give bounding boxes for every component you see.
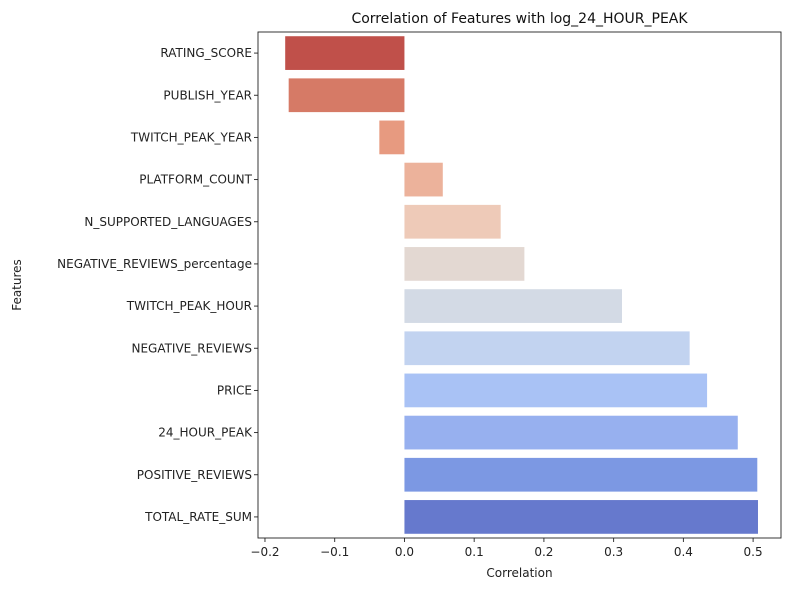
- y-tick-label: PUBLISH_YEAR: [163, 88, 252, 102]
- bar-twitch-peak-hour: [404, 289, 623, 323]
- y-tick-label: TWITCH_PEAK_HOUR: [126, 299, 252, 313]
- y-tick-label: TOTAL_RATE_SUM: [144, 510, 252, 524]
- plot-area-frame: [257, 31, 782, 539]
- y-tick-label: NEGATIVE_REVIEWS_percentage: [57, 257, 252, 271]
- x-tick-label: 0.3: [604, 545, 623, 559]
- bar-negative-reviews: [404, 331, 690, 366]
- x-tick-label: 0.5: [744, 545, 763, 559]
- y-tick-label: 24_HOUR_PEAK: [158, 426, 253, 440]
- y-tick-label: N_SUPPORTED_LANGUAGES: [84, 215, 252, 229]
- x-tick-label: 0.4: [674, 545, 693, 559]
- y-axis-title: Features: [10, 259, 24, 311]
- y-tick-labels: RATING_SCORE PUBLISH_YEAR TWITCH_PEAK_YEAR…: [57, 46, 258, 524]
- x-tick-label: −0.1: [320, 545, 349, 559]
- x-tick-label: −0.2: [250, 545, 279, 559]
- x-tick-label: 0.1: [465, 545, 484, 559]
- chart-title: Correlation of Features with log_24_HOUR…: [351, 11, 688, 27]
- x-ticks: −0.2 −0.1 0.0 0.1 0.2 0.3 0.4 0.5: [250, 538, 763, 559]
- y-tick-label: TWITCH_PEAK_YEAR: [130, 130, 252, 144]
- bar-negative-reviews-percentage: [404, 247, 525, 281]
- bar-rating-score: [285, 36, 405, 70]
- bar-total-rate-sum: [404, 500, 758, 534]
- x-tick-label: 0.2: [534, 545, 553, 559]
- y-tick-label: RATING_SCORE: [160, 46, 252, 60]
- x-axis-title: Correlation: [486, 566, 552, 580]
- y-tick-label: POSITIVE_REVIEWS: [137, 468, 252, 482]
- bar-positive-reviews: [404, 457, 758, 492]
- y-tick-label: NEGATIVE_REVIEWS: [131, 341, 252, 355]
- bar-publish-year: [288, 78, 405, 113]
- y-tick-label: PLATFORM_COUNT: [139, 173, 252, 187]
- bar-price: [404, 373, 708, 408]
- bar-twitch-peak-year: [379, 120, 405, 155]
- bar-n-supported-languages: [404, 204, 501, 239]
- y-tick-label: PRICE: [217, 383, 252, 397]
- x-tick-label: 0.0: [395, 545, 414, 559]
- bars-group: [285, 36, 758, 534]
- bar-platform-count: [404, 162, 443, 197]
- bar-24-hour-peak: [404, 415, 738, 450]
